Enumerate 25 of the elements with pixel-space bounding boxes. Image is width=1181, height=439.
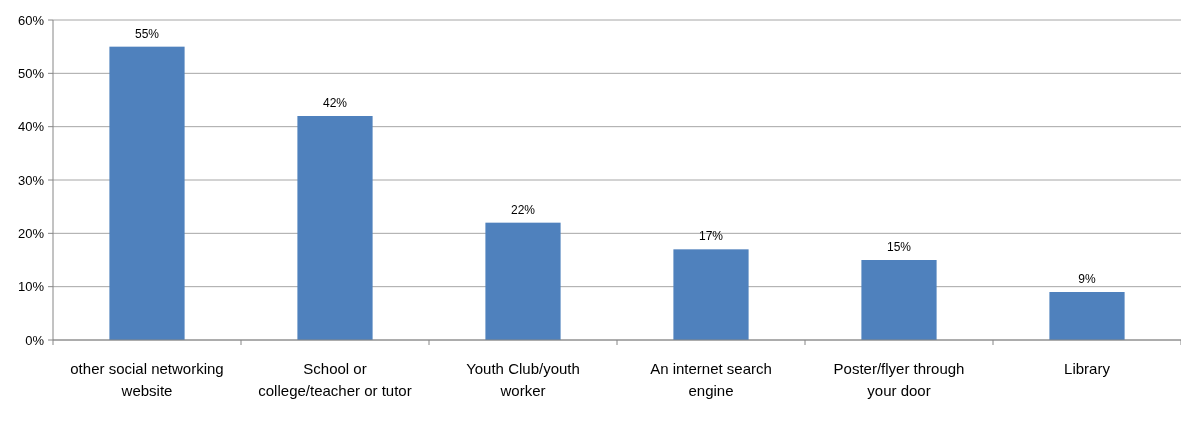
bar [1049, 292, 1125, 340]
y-tick-label: 20% [17, 225, 45, 241]
y-tick-label: 60% [17, 12, 45, 28]
data-label: 9% [1078, 272, 1096, 286]
y-tick-label: 10% [17, 279, 45, 295]
bar [861, 260, 937, 340]
y-tick-label: 50% [17, 65, 45, 81]
x-tick-label: Youth Club/youth worker [466, 360, 580, 399]
x-tick-label: Poster/flyer through your door [833, 360, 965, 399]
y-tick-label: 40% [17, 119, 45, 135]
data-label: 55% [134, 26, 160, 41]
bar [109, 46, 185, 340]
data-label: 17% [698, 229, 724, 244]
bar [297, 116, 373, 340]
bar [485, 222, 561, 340]
x-tick-label: Library [1064, 360, 1111, 377]
y-tick-label: 30% [17, 172, 45, 188]
y-tick-label: 0% [25, 332, 45, 348]
x-tick-label: School or college/teacher or tutor [258, 360, 412, 399]
x-tick-label: other social networking website [70, 360, 224, 399]
bar [673, 249, 749, 340]
data-label: 22% [510, 202, 536, 217]
data-label: 42% [322, 96, 348, 110]
data-label: 15% [886, 240, 912, 254]
x-tick-label: An internet search engine [650, 360, 772, 399]
